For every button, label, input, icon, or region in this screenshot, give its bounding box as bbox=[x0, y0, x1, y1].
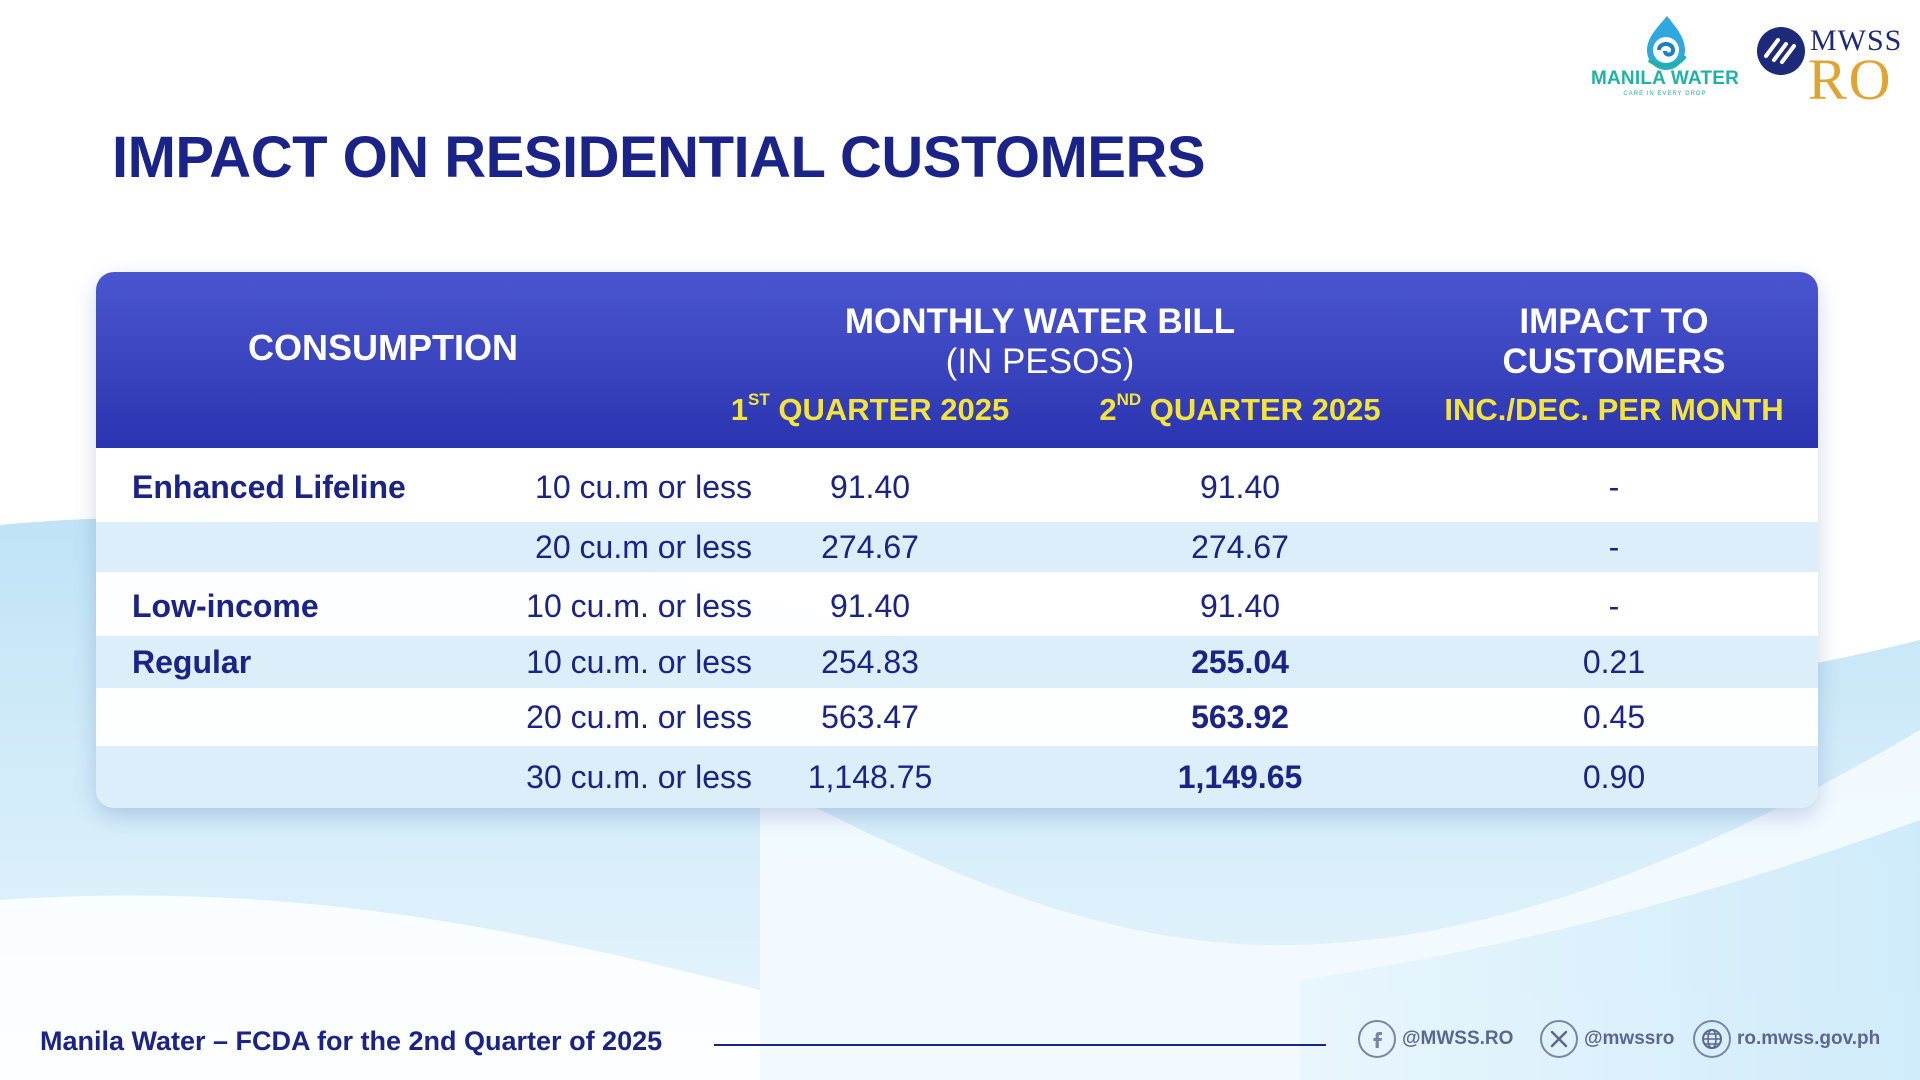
row-category: Enhanced Lifeline bbox=[132, 468, 406, 505]
row-q2-bill: 255.04 bbox=[1191, 643, 1289, 680]
header-bill-line1: MONTHLY WATER BILL bbox=[844, 302, 1236, 341]
table-row: Regular 10 cu.m. or less 254.83 255.04 0… bbox=[96, 636, 1818, 688]
table-row: 20 cu.m. or less 563.47 563.92 0.45 bbox=[96, 688, 1818, 746]
manila-water-drop-icon bbox=[1647, 16, 1687, 70]
website-url: ro.mwss.gov.ph bbox=[1737, 1028, 1881, 1049]
row-consumption: 10 cu.m. or less bbox=[526, 587, 752, 624]
row-consumption: 10 cu.m or less bbox=[535, 468, 752, 505]
facebook-handle: @MWSS.RO bbox=[1402, 1028, 1514, 1049]
header-monthly-bill: MONTHLY WATER BILL (IN PESOS) bbox=[670, 302, 1410, 382]
mwss-wordmark: MWSS bbox=[1810, 24, 1903, 57]
footer-divider bbox=[714, 1044, 1326, 1046]
header-impact-line2: CUSTOMERS bbox=[1502, 342, 1726, 381]
website-link[interactable]: ro.mwss.gov.ph bbox=[1693, 1020, 1880, 1058]
ro-wordmark: RO bbox=[1808, 47, 1893, 112]
table-header: CONSUMPTION MONTHLY WATER BILL (IN PESOS… bbox=[96, 272, 1818, 448]
row-q2-bill: 91.40 bbox=[1199, 587, 1281, 624]
row-q1-bill: 91.40 bbox=[829, 587, 911, 624]
page-title: IMPACT ON RESIDENTIAL CUSTOMERS bbox=[112, 125, 1206, 190]
table-row: Enhanced Lifeline 10 cu.m or less 91.40 … bbox=[96, 456, 1818, 518]
row-category: Low-income bbox=[132, 587, 319, 624]
x-link[interactable]: @mwssro bbox=[1540, 1020, 1674, 1058]
header-inc-dec: INC./DEC. PER MONTH bbox=[1444, 392, 1784, 427]
table-row: 30 cu.m. or less 1,148.75 1,149.65 0.90 bbox=[96, 746, 1818, 808]
row-q1-bill: 563.47 bbox=[821, 698, 919, 735]
row-q2-bill: 274.67 bbox=[1191, 528, 1289, 565]
facebook-link[interactable]: @MWSS.RO bbox=[1358, 1020, 1513, 1058]
header-q1: 1ST QUARTER 2025 bbox=[730, 390, 1010, 427]
row-q1-bill: 254.83 bbox=[821, 643, 919, 680]
row-q2-bill: 563.92 bbox=[1191, 698, 1289, 735]
header-q2: 2ND QUARTER 2025 bbox=[1099, 390, 1381, 427]
manila-water-tagline: CARE IN EVERY DROP bbox=[1623, 91, 1707, 97]
mwss-ro-logo: MWSS RO bbox=[1752, 20, 1903, 112]
row-impact: 0.21 bbox=[1582, 643, 1646, 680]
facebook-icon bbox=[1358, 1020, 1396, 1058]
row-consumption: 20 cu.m. or less bbox=[526, 698, 752, 735]
header-consumption: CONSUMPTION bbox=[248, 327, 518, 368]
globe-icon bbox=[1693, 1020, 1731, 1058]
header-bill-line2: (IN PESOS) bbox=[945, 342, 1135, 381]
row-q1-bill: 1,148.75 bbox=[807, 758, 933, 795]
row-q1-bill: 91.40 bbox=[829, 468, 911, 505]
table-row: Low-income 10 cu.m. or less 91.40 91.40 … bbox=[96, 576, 1818, 636]
row-consumption: 20 cu.m or less bbox=[535, 528, 752, 565]
row-impact: - bbox=[1608, 468, 1620, 505]
row-impact: - bbox=[1608, 528, 1620, 565]
x-icon bbox=[1540, 1020, 1578, 1058]
manila-water-wordmark: MANILA WATER bbox=[1590, 68, 1740, 89]
header-impact: IMPACT TO CUSTOMERS bbox=[1410, 302, 1818, 382]
row-q2-bill: 91.40 bbox=[1199, 468, 1281, 505]
row-category: Regular bbox=[132, 643, 252, 680]
row-consumption: 30 cu.m. or less bbox=[526, 758, 752, 795]
mwss-emblem-icon bbox=[1757, 27, 1805, 75]
row-impact: 0.45 bbox=[1582, 698, 1646, 735]
row-impact: 0.90 bbox=[1582, 758, 1646, 795]
footer-caption: Manila Water – FCDA for the 2nd Quarter … bbox=[40, 1026, 663, 1056]
table-row: 20 cu.m or less 274.67 274.67 - bbox=[96, 522, 1818, 572]
x-handle: @mwssro bbox=[1584, 1028, 1675, 1049]
row-q2-bill: 1,149.65 bbox=[1177, 758, 1303, 795]
residential-impact-table: CONSUMPTION MONTHLY WATER BILL (IN PESOS… bbox=[96, 272, 1818, 808]
row-q1-bill: 274.67 bbox=[821, 528, 919, 565]
row-consumption: 10 cu.m. or less bbox=[526, 643, 752, 680]
manila-water-logo: MANILA WATER CARE IN EVERY DROP bbox=[1583, 14, 1747, 110]
header-impact-line1: IMPACT TO bbox=[1519, 302, 1709, 341]
row-impact: - bbox=[1608, 587, 1620, 624]
